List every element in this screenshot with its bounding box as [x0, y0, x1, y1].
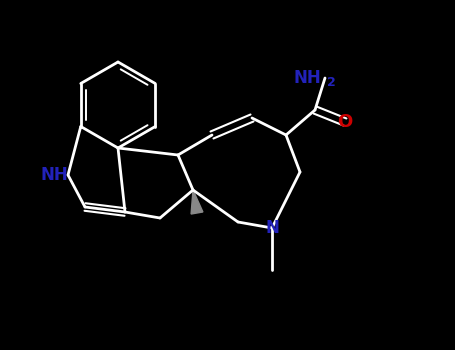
Text: N: N — [265, 219, 279, 237]
Polygon shape — [191, 190, 203, 214]
Text: NH: NH — [293, 69, 321, 87]
Text: NH: NH — [40, 166, 68, 184]
Text: 2: 2 — [327, 76, 335, 89]
Text: O: O — [337, 113, 353, 131]
